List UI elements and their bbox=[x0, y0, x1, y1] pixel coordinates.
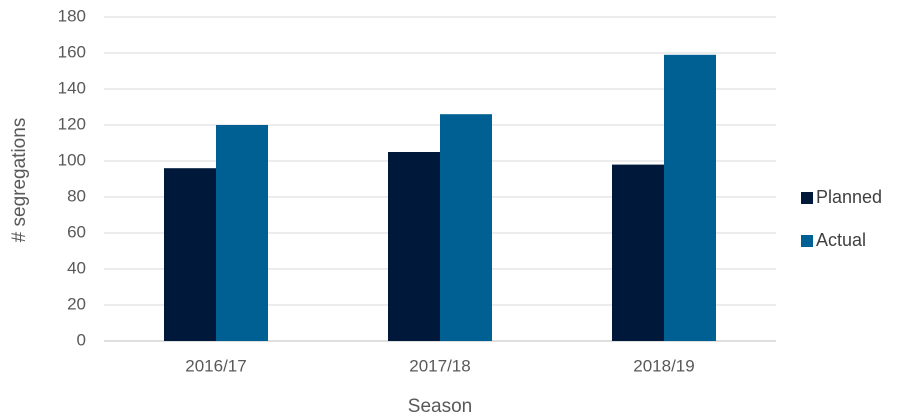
x-tick-label: 2016/17 bbox=[185, 356, 246, 375]
x-tick-label: 2017/18 bbox=[409, 356, 470, 375]
bar bbox=[440, 114, 492, 341]
y-tick-label: 120 bbox=[58, 114, 86, 133]
x-tick-label: 2018/19 bbox=[633, 356, 694, 375]
bar bbox=[664, 54, 716, 342]
bar bbox=[216, 125, 268, 341]
bar bbox=[164, 168, 216, 341]
legend-label: Planned bbox=[816, 187, 882, 207]
y-tick-label: 140 bbox=[58, 78, 86, 97]
legend-swatch bbox=[801, 235, 813, 247]
x-axis-title: Season bbox=[408, 396, 472, 417]
bar bbox=[388, 152, 440, 341]
legend-swatch bbox=[801, 192, 813, 204]
y-tick-label: 40 bbox=[67, 258, 86, 277]
y-tick-label: 80 bbox=[67, 186, 86, 205]
y-axis-title: # segregations bbox=[9, 118, 30, 243]
y-tick-label: 100 bbox=[58, 150, 86, 169]
y-tick-label: 20 bbox=[67, 294, 86, 313]
y-tick-label: 0 bbox=[77, 330, 86, 349]
bar bbox=[612, 164, 664, 341]
y-tick-label: 60 bbox=[67, 222, 86, 241]
y-tick-label: 180 bbox=[58, 6, 86, 25]
legend-label: Actual bbox=[816, 230, 866, 250]
y-tick-label: 160 bbox=[58, 42, 86, 61]
